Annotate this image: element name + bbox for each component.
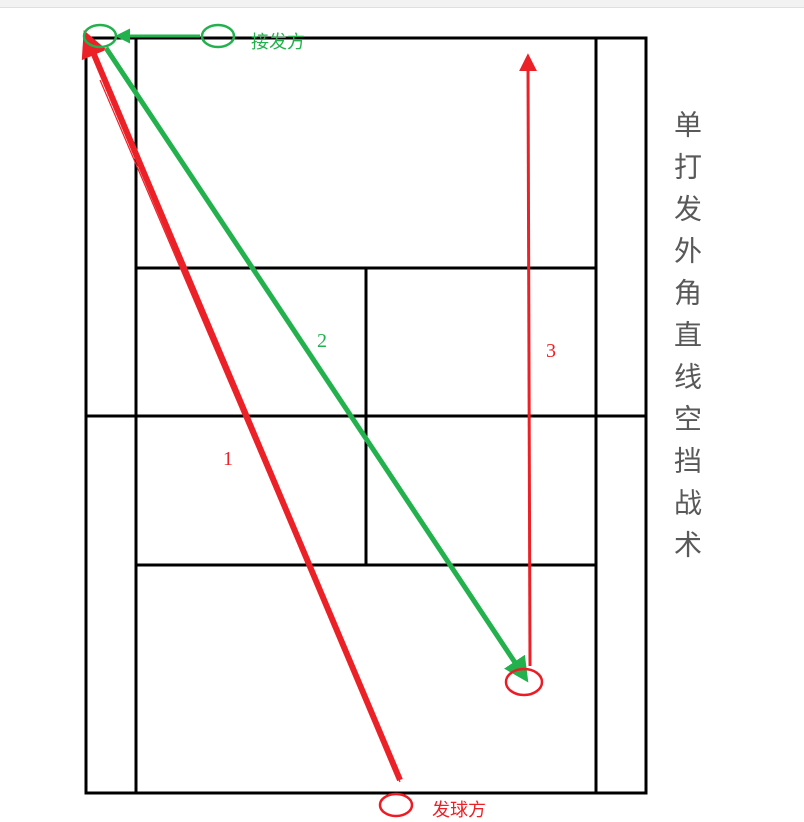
server-end-oval — [506, 669, 542, 695]
shot-1-label: 1 — [223, 448, 233, 471]
shot-3-label: 3 — [546, 340, 556, 363]
court — [86, 38, 646, 793]
shot-2-label: 2 — [317, 330, 327, 353]
server-start-oval — [380, 794, 412, 816]
receiver-label: 接发方 — [251, 28, 305, 54]
server-label: 发球方 — [432, 796, 486, 822]
shot-3-arrow — [528, 64, 530, 666]
receiver-start-oval — [202, 25, 234, 47]
receiver-end-oval — [84, 25, 116, 47]
diagram-title: 单打发外角直线空挡战术 — [665, 110, 705, 572]
